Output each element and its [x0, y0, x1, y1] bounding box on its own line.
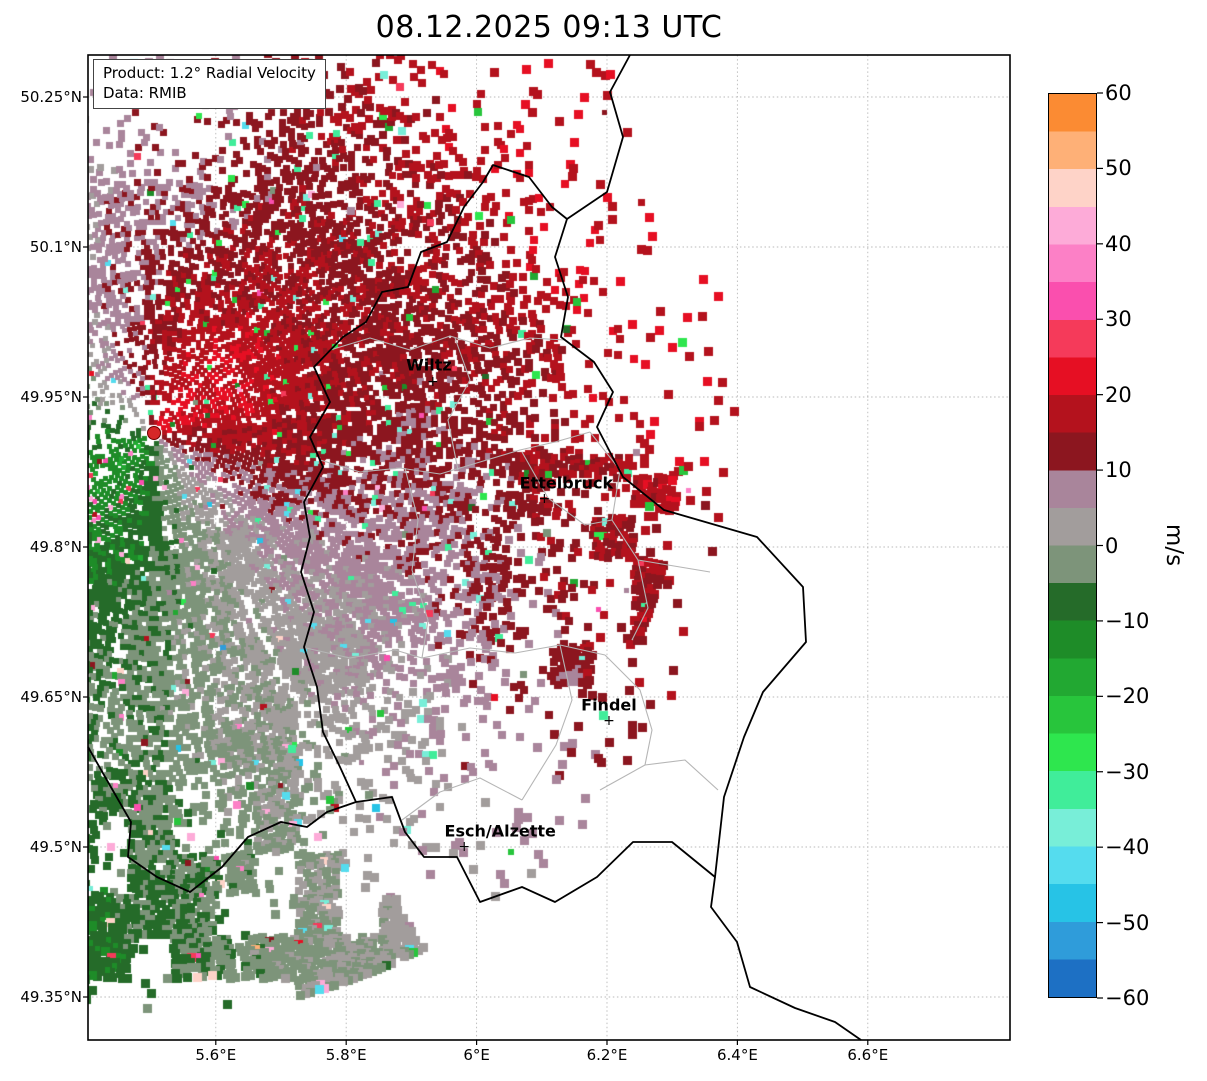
product-label: Product: 1.2° Radial Velocity — [103, 64, 316, 82]
colorbar-tick-label: −50 — [1105, 910, 1150, 935]
lat-tick-label: 49.65°N — [20, 688, 82, 706]
lon-tick-label: 6.6°E — [847, 1046, 889, 1064]
lon-tick-label: 5.6°E — [195, 1046, 237, 1064]
colorbar-tick-label: −40 — [1105, 835, 1150, 860]
colorbar-tick-label: −30 — [1105, 759, 1150, 784]
lon-tick-label: 6.4°E — [716, 1046, 758, 1064]
colorbar-tick-label: 10 — [1105, 458, 1132, 483]
radar-site-marker — [146, 426, 161, 440]
colorbar-tick-label: 20 — [1105, 382, 1132, 407]
figure-title: 08.12.2025 09:13 UTC — [375, 10, 723, 45]
colorbar-tick-label: 40 — [1105, 231, 1132, 256]
radar-velocity-field — [88, 55, 1010, 1040]
lat-tick-label: 50.25°N — [20, 88, 82, 106]
colorbar-tick-label: 50 — [1105, 156, 1132, 181]
colorbar-tick-label: −60 — [1105, 986, 1150, 1010]
colorbar-tick-label: 0 — [1105, 533, 1119, 558]
colorbar-tick-label: 30 — [1105, 307, 1132, 332]
lat-tick-label: 49.35°N — [20, 988, 82, 1006]
lat-tick-label: 49.8°N — [29, 538, 82, 556]
lat-tick-label: 49.95°N — [20, 388, 82, 406]
colorbar-unit-label: m/s — [1161, 523, 1187, 567]
data-source-label: Data: RMIB — [103, 83, 187, 102]
colorbar-tick-label: 60 — [1105, 81, 1132, 105]
lon-tick-label: 6.2°E — [586, 1046, 628, 1064]
colorbar-tick-label: −20 — [1105, 684, 1150, 709]
lat-tick-label: 50.1°N — [29, 238, 82, 256]
lon-tick-label: 5.8°E — [325, 1046, 367, 1064]
product-info-box: Product: 1.2° Radial Velocity Data: RMIB — [93, 59, 326, 109]
colorbar — [1048, 93, 1097, 998]
lon-tick-label: 6°E — [463, 1046, 490, 1064]
lat-tick-label: 49.5°N — [29, 838, 82, 856]
colorbar-tick-label: −10 — [1105, 608, 1150, 633]
